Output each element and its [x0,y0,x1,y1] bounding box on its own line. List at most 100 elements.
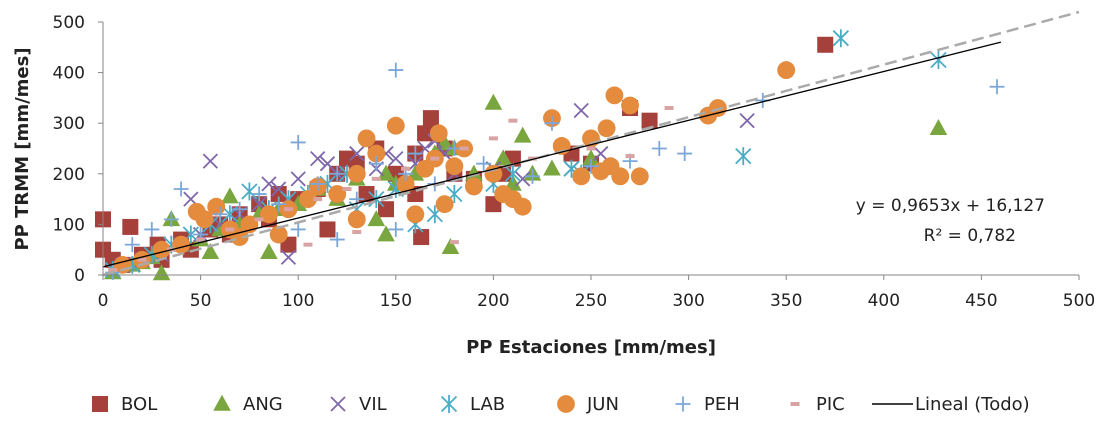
legend-label-ang: ANG [243,394,283,415]
data-point-jun [357,129,376,148]
data-point-ang [582,149,600,166]
identity-dashed-line [102,10,1080,277]
data-point-vil [261,176,277,192]
legend-item-peh: PEH [675,394,740,415]
data-point-vil [202,153,218,169]
data-point-bol [641,112,658,129]
y-tick-label: 300 [53,114,85,134]
data-point-ang [221,187,239,204]
data-point-peh [310,176,326,192]
x-tick-label: 200 [477,291,509,311]
data-point-bol [319,221,336,238]
data-point-jun [347,164,366,183]
plot-area [95,10,1080,281]
data-point-pic [508,118,518,123]
x-tick-label: 350 [770,291,802,311]
data-point-peh [368,156,384,172]
x-tick-label: 500 [1063,291,1095,311]
legend-label-bol: BOL [121,394,157,415]
data-point-jun [328,185,347,203]
data-point-jun [464,177,483,196]
data-point-peh [124,237,140,253]
data-point-ang [494,149,512,166]
data-point-peh [989,79,1005,95]
data-point-jun [259,205,278,224]
x-tick-label: 300 [672,291,704,311]
data-point-pic [196,237,206,242]
data-point-ang [543,159,561,176]
y-tick-label: 100 [53,215,85,235]
data-point-jun [367,144,386,163]
data-point-jun [269,225,288,244]
data-point-bol [122,218,139,235]
data-point-lab [930,50,947,69]
data-point-peh [544,115,560,131]
data-point-vil [310,150,326,167]
data-point-jun [152,240,171,259]
data-point-vil [515,171,531,187]
data-point-bol [817,36,834,53]
x-tick-label: 50 [190,291,212,311]
data-point-peh [388,221,404,237]
data-point-peh [524,168,540,184]
data-point-peh [212,206,228,222]
data-point-pic [342,186,352,191]
data-point-peh [163,211,179,227]
data-point-pic [625,154,635,159]
data-point-ang [441,237,460,254]
legend-marker-vil [330,396,346,412]
x-tick-label: 100 [282,291,314,311]
x-tick-label: 450 [965,291,997,311]
data-point-vil [280,249,297,265]
data-point-pic [371,176,381,181]
data-point-lab [241,182,258,201]
trendline [102,41,1002,268]
legend-item-vil: VIL [330,394,387,415]
data-point-ang [513,126,532,143]
data-point-jun [172,235,191,254]
legend: BOL ANG VIL LAB JUN PEH PIC Lineal (Todo) [92,394,1030,415]
data-point-jun [386,116,405,135]
data-point-vil [349,145,365,162]
data-point-pic [352,229,362,234]
data-point-jun [484,164,503,183]
data-point-pic [108,267,118,272]
data-point-peh [677,146,693,162]
data-point-peh [651,141,667,156]
legend-label-peh: PEH [704,394,740,415]
data-point-jun [611,167,630,186]
data-point-lab [832,29,849,48]
x-tick-label: 250 [575,291,607,311]
data-point-jun [195,210,214,229]
data-point-jun [207,197,226,216]
data-point-pic [254,217,264,222]
data-point-peh [329,166,345,182]
data-point-pic [664,106,674,111]
data-point-ang [201,243,220,260]
legend-label-lab: LAB [470,394,505,415]
data-point-vil [290,171,306,187]
data-point-jun [621,96,639,115]
data-point-pic [137,257,147,262]
data-point-jun [597,119,616,138]
data-point-jun [445,157,464,176]
legend-item-lab: LAB [440,394,505,415]
legend-item-ang: ANG [213,394,283,415]
data-point-peh [476,156,492,172]
data-point-jun [299,190,317,209]
data-point-peh [144,221,160,237]
data-point-jun [605,86,624,105]
data-point-ang [484,93,503,110]
data-point-bol [358,186,375,203]
data-point-bol [417,125,434,142]
data-point-vil [739,113,755,129]
y-tick-label: 200 [53,165,85,185]
legend-label-trendline: Lineal (Todo) [915,394,1030,415]
data-point-peh [388,62,404,78]
data-point-pic [488,136,498,141]
data-point-peh [329,232,345,248]
trendline-r2: R² = 0,782 [924,226,1016,246]
data-point-jun [230,228,249,246]
x-tick-label: 0 [98,291,109,311]
